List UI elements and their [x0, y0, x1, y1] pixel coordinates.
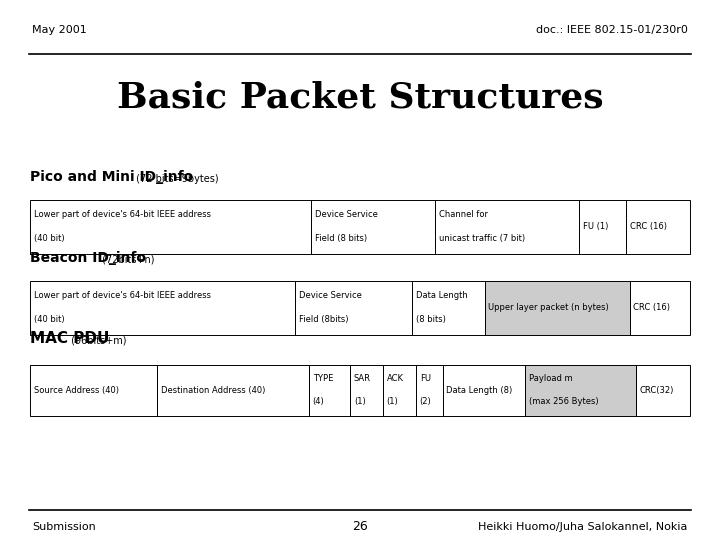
Text: 26: 26 [352, 520, 368, 533]
Text: unicast traffic (7 bit): unicast traffic (7 bit) [439, 234, 525, 243]
Text: (1): (1) [354, 397, 366, 406]
Text: (40 bit): (40 bit) [34, 315, 65, 324]
Bar [295, 281, 412, 335]
Text: (40 bit): (40 bit) [34, 234, 65, 243]
Text: MAC PDU: MAC PDU [30, 330, 109, 346]
Bar [436, 200, 580, 254]
Text: Destination Address (40): Destination Address (40) [161, 386, 265, 395]
Bar [485, 281, 630, 335]
Text: Beacon ID_info: Beacon ID_info [30, 251, 146, 265]
Text: Data Length (8): Data Length (8) [446, 386, 513, 395]
Text: (1): (1) [387, 397, 398, 406]
Bar [30, 281, 295, 335]
Bar [626, 200, 690, 254]
Text: May 2001: May 2001 [32, 25, 87, 35]
Text: FU (1): FU (1) [583, 222, 608, 231]
Text: Upper layer packet (n bytes): Upper layer packet (n bytes) [488, 303, 609, 312]
Text: SAR: SAR [354, 374, 371, 383]
Text: (2): (2) [420, 397, 431, 406]
Bar [412, 281, 485, 335]
Text: Submission: Submission [32, 522, 96, 531]
Bar [157, 364, 309, 416]
Text: Channel for: Channel for [439, 211, 488, 219]
Text: FU: FU [420, 374, 431, 383]
Bar [383, 364, 416, 416]
Bar [580, 200, 626, 254]
Text: TYPE: TYPE [312, 374, 333, 383]
Text: doc.: IEEE 802.15-01/230r0: doc.: IEEE 802.15-01/230r0 [536, 25, 688, 35]
Bar [630, 281, 690, 335]
Bar [312, 200, 436, 254]
Text: CRC (16): CRC (16) [634, 303, 670, 312]
Text: CRC (16): CRC (16) [630, 222, 667, 231]
Text: ACK: ACK [387, 374, 404, 383]
Text: (4): (4) [312, 397, 324, 406]
Text: Device Service: Device Service [299, 292, 361, 300]
Bar [525, 364, 636, 416]
Text: Lower part of device's 64-bit IEEE address: Lower part of device's 64-bit IEEE addre… [34, 292, 211, 300]
Text: (72 bits=9bytes): (72 bits=9bytes) [133, 173, 219, 184]
Text: (8 bits): (8 bits) [415, 315, 446, 324]
Text: (96bits+m): (96bits+m) [68, 335, 127, 346]
Text: Basic Packet Structures: Basic Packet Structures [117, 80, 603, 114]
Bar [350, 364, 383, 416]
Bar [416, 364, 443, 416]
Text: Source Address (40): Source Address (40) [34, 386, 119, 395]
Text: Lower part of device's 64-bit IEEE address: Lower part of device's 64-bit IEEE addre… [34, 211, 211, 219]
Bar [309, 364, 350, 416]
Text: Data Length: Data Length [415, 292, 467, 300]
Text: Device Service: Device Service [315, 211, 378, 219]
Text: Payload m: Payload m [528, 374, 572, 383]
Text: Pico and Mini ID_info: Pico and Mini ID_info [30, 170, 194, 184]
Bar [443, 364, 525, 416]
Text: Field (8bits): Field (8bits) [299, 315, 348, 324]
Text: (max 256 Bytes): (max 256 Bytes) [528, 397, 598, 406]
Text: CRC(32): CRC(32) [639, 386, 674, 395]
Bar [30, 200, 312, 254]
Text: Heikki Huomo/Juha Salokannel, Nokia: Heikki Huomo/Juha Salokannel, Nokia [478, 522, 688, 531]
Text: (72bits+n): (72bits+n) [99, 254, 154, 265]
Bar [636, 364, 690, 416]
Bar [30, 364, 157, 416]
Text: Field (8 bits): Field (8 bits) [315, 234, 367, 243]
